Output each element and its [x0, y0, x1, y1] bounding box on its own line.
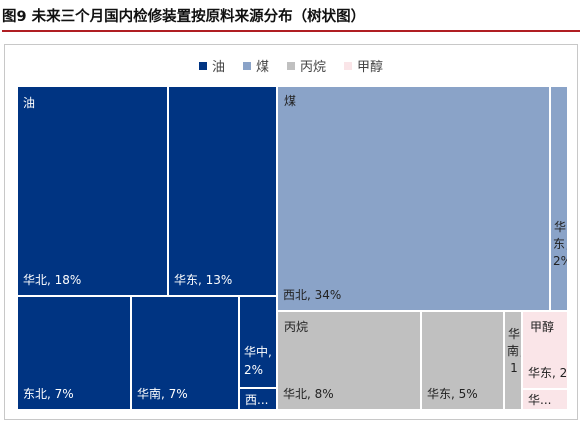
legend-item: 丙烷	[287, 56, 326, 75]
legend-item: 煤	[242, 56, 269, 75]
cell-label: 西...	[245, 393, 269, 407]
treemap-cell: 华中, 2%	[240, 297, 278, 389]
cell-label: 华南，1	[507, 327, 521, 375]
treemap-cell: 华...	[523, 390, 569, 411]
cell-label: 华...	[528, 393, 552, 407]
treemap-cell: 华北, 18%	[18, 87, 169, 297]
cell-label: 华东，2%	[553, 220, 567, 268]
cell-label: 华中, 2%	[244, 345, 272, 377]
cell-label: 华北, 8%	[283, 387, 334, 401]
cell-label: 华东, 5%	[427, 387, 478, 401]
treemap-cell: 东北, 7%	[18, 297, 132, 411]
group-label: 煤	[284, 94, 297, 108]
treemap-cell: 西北, 34%	[278, 87, 551, 312]
chart-title: 图9 未来三个月国内检修装置按原料来源分布（树状图）	[2, 4, 580, 32]
treemap-cell: 西...	[240, 389, 278, 411]
treemap-cell: 华东, 13%	[169, 87, 278, 297]
legend-label: 煤	[255, 60, 269, 75]
legend-label: 甲醇	[357, 60, 384, 75]
legend-swatch	[198, 61, 207, 70]
cell-label: 华东, 2%	[528, 366, 568, 380]
group-label: 油	[23, 96, 36, 110]
cell-label: 华南, 7%	[137, 387, 188, 401]
treemap-cell: 华南，1	[505, 312, 523, 411]
cell-label: 华北, 18%	[23, 273, 82, 287]
treemap-cell: 华东, 2%	[523, 312, 569, 390]
legend-swatch	[287, 61, 295, 70]
cell-label: 东北, 7%	[23, 387, 74, 401]
legend-label: 丙烷	[300, 60, 327, 75]
treemap-cell: 华南, 7%	[132, 297, 240, 411]
chart-frame	[4, 44, 578, 420]
treemap-cell: 华北, 8%	[278, 312, 422, 411]
group-label: 甲醇	[530, 320, 555, 334]
treemap-cell: 华东, 5%	[422, 312, 505, 411]
legend-item: 甲醇	[344, 56, 383, 75]
group-label: 丙烷	[284, 320, 309, 334]
legend-swatch	[344, 61, 353, 70]
cell-label: 华东, 13%	[174, 273, 233, 287]
cell-label: 西北, 34%	[283, 288, 342, 302]
chart-legend: 油 煤 丙烷 甲醇	[0, 56, 582, 75]
legend-swatch	[242, 61, 251, 70]
legend-item: 油	[198, 56, 225, 75]
treemap-cell: 华东，2%	[551, 87, 569, 312]
legend-label: 油	[211, 60, 225, 75]
